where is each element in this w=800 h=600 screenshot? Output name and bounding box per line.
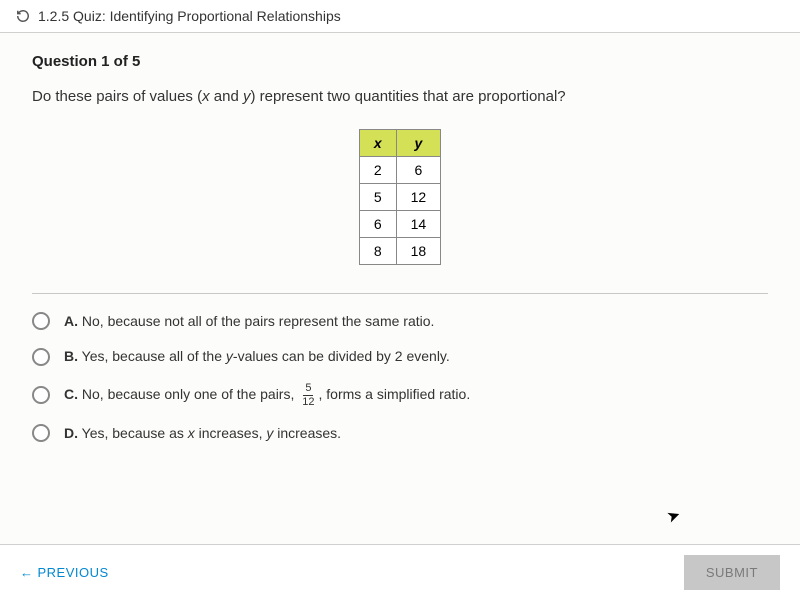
fraction-icon: 512 (300, 383, 316, 408)
quiz-header: 1.2.5 Quiz: Identifying Proportional Rel… (0, 0, 800, 33)
option-b-label: B. Yes, because all of the y-values can … (64, 347, 450, 367)
option-c-label: C. No, because only one of the pairs, 51… (64, 383, 470, 408)
table-header-x: x (359, 129, 396, 156)
previous-button[interactable]: ← PREVIOUS (20, 565, 109, 580)
radio-a[interactable] (32, 312, 50, 330)
xy-table: x y 2 6 5 12 6 14 8 18 (359, 129, 441, 265)
option-a-label: A. No, because not all of the pairs repr… (64, 312, 434, 332)
question-number: Question 1 of 5 (32, 53, 768, 70)
option-d[interactable]: D. Yes, because as x increases, y increa… (32, 424, 768, 444)
divider (32, 293, 768, 294)
radio-d[interactable] (32, 424, 50, 442)
option-d-label: D. Yes, because as x increases, y increa… (64, 424, 341, 444)
radio-b[interactable] (32, 348, 50, 366)
radio-c[interactable] (32, 386, 50, 404)
table-row: 2 6 (359, 156, 440, 183)
option-b[interactable]: B. Yes, because all of the y-values can … (32, 347, 768, 367)
question-content: Question 1 of 5 Do these pairs of values… (0, 33, 800, 544)
option-c[interactable]: C. No, because only one of the pairs, 51… (32, 383, 768, 408)
answer-options: A. No, because not all of the pairs repr… (32, 312, 768, 444)
option-a[interactable]: A. No, because not all of the pairs repr… (32, 312, 768, 332)
table-row: 5 12 (359, 183, 440, 210)
footer: ← PREVIOUS SUBMIT (0, 544, 800, 600)
submit-button[interactable]: SUBMIT (684, 555, 780, 590)
question-text: Do these pairs of values (x and y) repre… (32, 86, 768, 109)
table-row: 8 18 (359, 237, 440, 264)
cursor-icon: ➤ (664, 504, 683, 527)
arrow-left-icon: ← (20, 565, 34, 580)
reload-icon (16, 9, 30, 23)
table-row: 6 14 (359, 210, 440, 237)
quiz-title: 1.2.5 Quiz: Identifying Proportional Rel… (38, 8, 341, 24)
table-header-y: y (396, 129, 441, 156)
